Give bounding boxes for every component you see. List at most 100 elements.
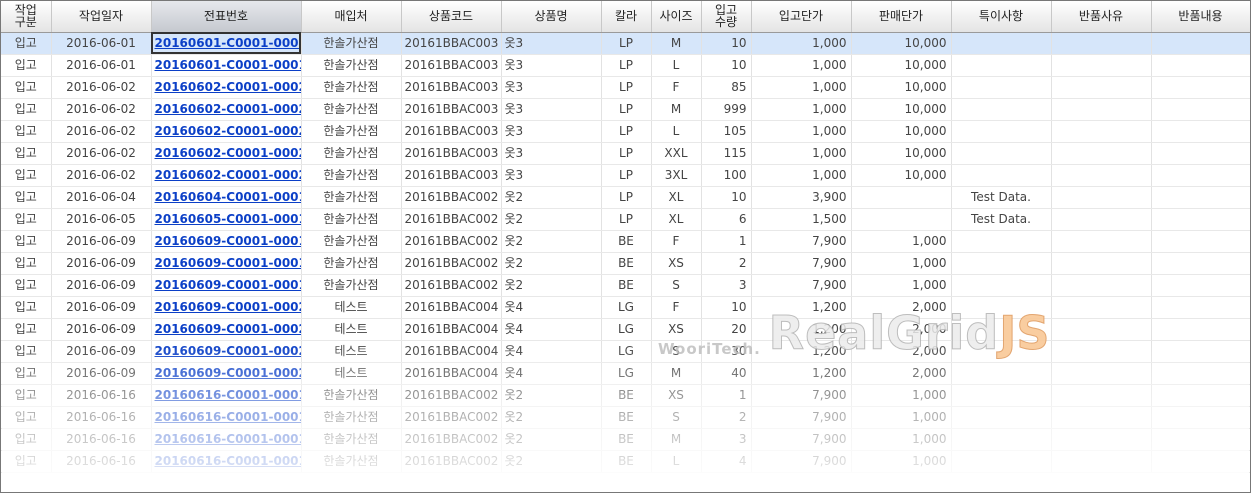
column-header-vendor[interactable]: 매입처: [301, 1, 402, 33]
cell-qty[interactable]: 10: [701, 32, 752, 55]
cell-slip[interactable]: 20160605-C0001-0001: [151, 208, 302, 231]
cell-note[interactable]: [951, 362, 1052, 385]
cell-inprice[interactable]: 1,200: [751, 362, 852, 385]
cell-name[interactable]: 옷4: [501, 318, 602, 341]
column-header-code[interactable]: 상품코드: [401, 1, 502, 33]
cell-detail[interactable]: [1151, 362, 1250, 385]
cell-date[interactable]: 2016-06-09: [51, 362, 152, 385]
cell-vendor[interactable]: 한솔가산점: [301, 76, 402, 99]
cell-detail[interactable]: [1151, 296, 1250, 319]
cell-detail[interactable]: [1151, 54, 1250, 77]
cell-reason[interactable]: [1051, 164, 1152, 187]
cell-name[interactable]: 옷2: [501, 208, 602, 231]
cell-inprice[interactable]: 1,000: [751, 32, 852, 55]
cell-date[interactable]: 2016-06-04: [51, 186, 152, 209]
cell-qty[interactable]: 40: [701, 362, 752, 385]
cell-inprice[interactable]: 7,900: [751, 406, 852, 429]
cell-detail[interactable]: [1151, 450, 1250, 473]
column-header-color[interactable]: 칼라: [601, 1, 652, 33]
slip-number-link[interactable]: 20160609-C0001-0002: [154, 321, 301, 336]
column-header-detail[interactable]: 반품내용: [1151, 1, 1250, 33]
cell-slip[interactable]: 20160609-C0001-0001: [151, 230, 302, 253]
cell-type[interactable]: 입고: [1, 76, 52, 99]
cell-qty[interactable]: 1: [701, 230, 752, 253]
cell-name[interactable]: 옷2: [501, 384, 602, 407]
cell-vendor[interactable]: 테스트: [301, 318, 402, 341]
column-header-saleprice[interactable]: 판매단가: [851, 1, 952, 33]
cell-type[interactable]: 입고: [1, 120, 52, 143]
cell-note[interactable]: [951, 296, 1052, 319]
cell-color[interactable]: LP: [601, 98, 652, 121]
cell-reason[interactable]: [1051, 208, 1152, 231]
cell-reason[interactable]: [1051, 296, 1152, 319]
cell-color[interactable]: BE: [601, 252, 652, 275]
cell-saleprice[interactable]: 10,000: [851, 142, 952, 165]
cell-reason[interactable]: [1051, 230, 1152, 253]
cell-name[interactable]: 옷3: [501, 32, 602, 55]
cell-code[interactable]: 20161BBAC003: [401, 120, 502, 143]
cell-code[interactable]: 20161BBAC004: [401, 340, 502, 363]
cell-vendor[interactable]: 한솔가산점: [301, 186, 402, 209]
cell-slip[interactable]: 20160609-C0001-0002: [151, 362, 302, 385]
cell-vendor[interactable]: 한솔가산점: [301, 406, 402, 429]
table-row[interactable]: 입고 2016-06-02 20160602-C0001-0002 한솔가산점 2016…: [1, 76, 1250, 99]
cell-size[interactable]: L: [651, 120, 702, 143]
cell-note[interactable]: Test Data.: [951, 186, 1052, 209]
cell-reason[interactable]: [1051, 142, 1152, 165]
table-row[interactable]: 입고 2016-06-16 20160616-C0001-0001 한솔가산점 2016…: [1, 428, 1250, 451]
cell-vendor[interactable]: 한솔가산점: [301, 450, 402, 473]
cell-saleprice[interactable]: 10,000: [851, 164, 952, 187]
cell-note[interactable]: [951, 428, 1052, 451]
cell-type[interactable]: 입고: [1, 274, 52, 297]
table-row[interactable]: 입고 2016-06-02 20160602-C0001-0002 한솔가산점 2016…: [1, 164, 1250, 187]
slip-number-link[interactable]: 20160616-C0001-0001: [154, 431, 301, 446]
cell-reason[interactable]: [1051, 340, 1152, 363]
cell-size[interactable]: XL: [651, 186, 702, 209]
cell-size[interactable]: F: [651, 76, 702, 99]
cell-code[interactable]: 20161BBAC003: [401, 76, 502, 99]
cell-vendor[interactable]: 테스트: [301, 340, 402, 363]
table-row[interactable]: 입고 2016-06-01 20160601-C0001-0001 한솔가산점 2016…: [1, 54, 1250, 77]
cell-size[interactable]: XS: [651, 318, 702, 341]
cell-vendor[interactable]: 한솔가산점: [301, 98, 402, 121]
cell-slip[interactable]: 20160602-C0001-0002: [151, 142, 302, 165]
cell-type[interactable]: 입고: [1, 296, 52, 319]
table-row[interactable]: 입고 2016-06-09 20160609-C0001-0001 한솔가산점 2016…: [1, 274, 1250, 297]
cell-note[interactable]: [951, 340, 1052, 363]
cell-inprice[interactable]: 7,900: [751, 384, 852, 407]
slip-number-link[interactable]: 20160609-C0001-0001: [154, 233, 301, 248]
cell-code[interactable]: 20161BBAC003: [401, 142, 502, 165]
cell-slip[interactable]: 20160609-C0001-0001: [151, 252, 302, 275]
cell-qty[interactable]: 2: [701, 252, 752, 275]
cell-size[interactable]: L: [651, 54, 702, 77]
cell-date[interactable]: 2016-06-01: [51, 32, 152, 55]
column-header-size[interactable]: 사이즈: [651, 1, 702, 33]
table-row[interactable]: 입고 2016-06-09 20160609-C0001-0001 한솔가산점 2016…: [1, 230, 1250, 253]
slip-number-link[interactable]: 20160602-C0001-0002: [154, 145, 301, 160]
cell-color[interactable]: LG: [601, 340, 652, 363]
cell-vendor[interactable]: 한솔가산점: [301, 428, 402, 451]
cell-name[interactable]: 옷2: [501, 406, 602, 429]
cell-saleprice[interactable]: 10,000: [851, 98, 952, 121]
cell-vendor[interactable]: 한솔가산점: [301, 252, 402, 275]
slip-number-link[interactable]: 20160616-C0001-0001: [154, 453, 301, 468]
table-row[interactable]: 입고 2016-06-09 20160609-C0001-0001 한솔가산점 2016…: [1, 252, 1250, 275]
cell-saleprice[interactable]: 10,000: [851, 76, 952, 99]
cell-color[interactable]: LP: [601, 54, 652, 77]
cell-date[interactable]: 2016-06-16: [51, 406, 152, 429]
cell-detail[interactable]: [1151, 164, 1250, 187]
slip-number-link[interactable]: 20160602-C0001-0002: [154, 101, 301, 116]
cell-reason[interactable]: [1051, 54, 1152, 77]
table-row[interactable]: 입고 2016-06-09 20160609-C0001-0002 테스트 20161B…: [1, 340, 1250, 363]
cell-size[interactable]: S: [651, 274, 702, 297]
cell-type[interactable]: 입고: [1, 362, 52, 385]
cell-date[interactable]: 2016-06-02: [51, 76, 152, 99]
table-row[interactable]: 입고 2016-06-04 20160604-C0001-0001 한솔가산점 2016…: [1, 186, 1250, 209]
cell-color[interactable]: LG: [601, 318, 652, 341]
cell-code[interactable]: 20161BBAC004: [401, 318, 502, 341]
cell-slip[interactable]: 20160602-C0001-0002: [151, 164, 302, 187]
cell-detail[interactable]: [1151, 208, 1250, 231]
cell-color[interactable]: LP: [601, 164, 652, 187]
cell-type[interactable]: 입고: [1, 230, 52, 253]
